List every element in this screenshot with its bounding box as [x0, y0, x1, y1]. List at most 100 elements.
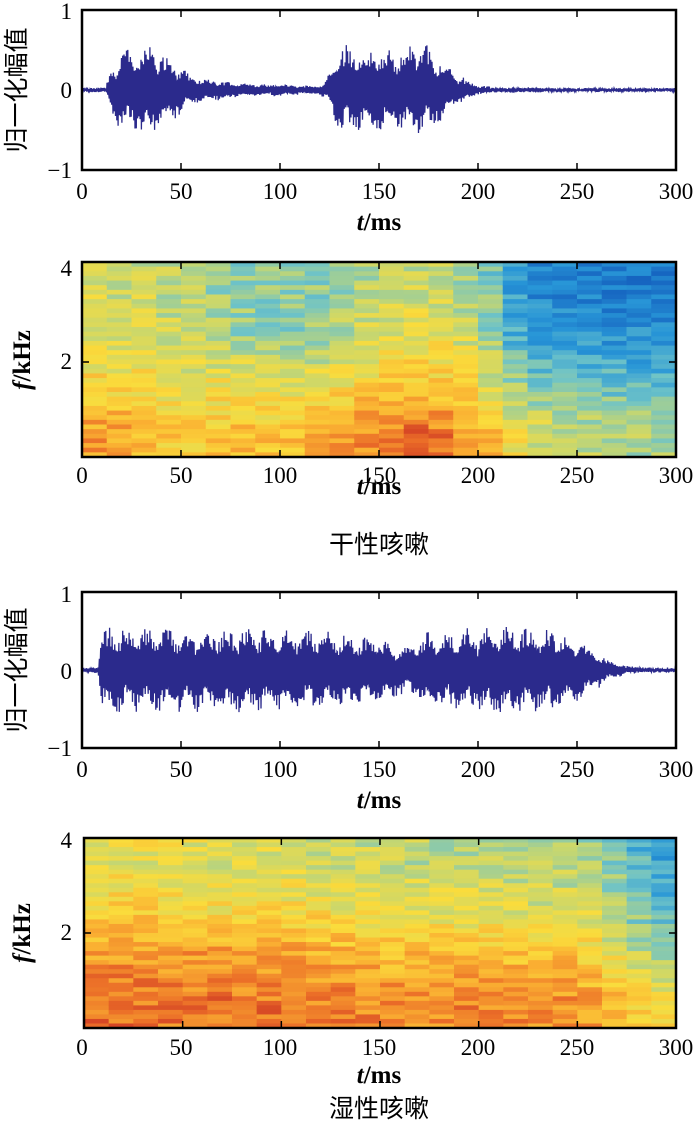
wet-spec-cell — [651, 856, 677, 862]
dry-spec-cell — [205, 415, 232, 421]
wet-spec-cell — [133, 1000, 159, 1006]
dry-spec-cell — [502, 327, 529, 333]
dry-spec-cell — [255, 387, 281, 393]
dry-spec-cell — [601, 354, 628, 361]
wet-spec-cell — [380, 987, 406, 993]
dry-spec-cell — [379, 396, 405, 402]
wet-spec-cell — [503, 865, 529, 871]
dry-spec-cell — [577, 373, 603, 379]
dry-spec-cell — [106, 266, 133, 272]
wet-spec-cell — [256, 928, 282, 934]
dry-spec-cell — [205, 364, 232, 370]
wet-spec-cell — [330, 905, 356, 911]
dry-spec-cell — [329, 345, 355, 351]
dry-spec-cell — [577, 429, 603, 435]
dry-wave-ytick-0: 0 — [61, 78, 73, 103]
dry-spec-cell — [626, 429, 652, 435]
dry-spec-cell — [156, 308, 182, 314]
wet-spec-cell — [478, 973, 504, 979]
dry-spec-cell — [354, 275, 380, 282]
wet-spec-cell — [108, 960, 134, 966]
dry-spec-cell — [403, 280, 430, 286]
wet-caption: 湿性咳嗽 — [329, 1094, 429, 1123]
dry-spec-cell — [354, 285, 380, 291]
dry-spec-cell — [354, 452, 380, 458]
dry-spec-cell — [280, 429, 306, 435]
wet-spec-cell — [207, 991, 233, 997]
dry-spec-cell — [453, 401, 479, 407]
dry-spec-cell — [527, 271, 553, 277]
wet-spec-cell — [84, 969, 110, 975]
wet-spec-cell — [84, 978, 110, 984]
wet-spec-cell — [626, 960, 652, 966]
dry-spec-xtick-0: 0 — [76, 463, 88, 488]
dry-spec-cell — [379, 429, 405, 435]
dry-spec-cell — [577, 262, 603, 268]
dry-spec-cell — [304, 271, 331, 277]
dry-spec-cell — [82, 359, 108, 365]
wet-spec-cell — [306, 896, 332, 902]
wet-spec-cell — [207, 878, 233, 884]
wet-spec-cell — [404, 860, 430, 866]
dry-spec-cell — [403, 392, 430, 398]
wet-spec-cell — [256, 996, 282, 1002]
wet-spec-cell — [454, 910, 480, 916]
dry-spec-cell — [601, 387, 628, 393]
dry-spec-cell — [577, 336, 603, 342]
wet-spec-cell — [158, 946, 184, 952]
dry-spec-cell — [651, 340, 677, 347]
dry-spec-cell — [601, 266, 628, 272]
wet-spec-cell — [84, 973, 110, 979]
dry-spec-cell — [304, 266, 331, 272]
dry-spec-cell — [478, 429, 504, 435]
wet-spec-cell — [232, 964, 258, 970]
wet-spec-cell — [478, 905, 504, 911]
dry-spec-cell — [255, 308, 281, 314]
dry-spec-cell — [156, 345, 182, 351]
dry-spec-cell — [527, 266, 553, 272]
dry-spec-cell — [304, 387, 331, 393]
wet-spec-cell — [355, 928, 381, 934]
wet-spec-cell — [503, 973, 529, 979]
wet-spec-cell — [651, 914, 677, 921]
wet-spec-cell — [158, 847, 184, 853]
dry-spec-cell — [205, 262, 232, 268]
wet-spec-cell — [454, 928, 480, 934]
wet-spec-cell — [281, 937, 307, 943]
wet-spec-cell — [182, 896, 208, 902]
dry-spec-cell — [428, 299, 454, 305]
dry-spec-cell — [106, 350, 133, 356]
wet-spec-cell — [256, 860, 282, 866]
wet-spec-cell — [330, 838, 356, 844]
wet-spec-cell — [429, 1005, 455, 1011]
dry-spec-cell — [379, 378, 405, 384]
wet-spec-cell — [528, 978, 554, 984]
dry-spec-cell — [527, 359, 553, 365]
dry-spec-cell — [329, 405, 355, 412]
wet-spec-cell — [429, 847, 455, 853]
dry-spec-cell — [502, 382, 529, 388]
wet-spec-cell — [281, 914, 307, 921]
wet-spec-cell — [232, 1005, 258, 1011]
wet-spec-cell — [182, 910, 208, 916]
dry-spec-cell — [626, 308, 652, 314]
dry-spec-cell — [453, 275, 479, 282]
dry-spec-cell — [304, 289, 331, 296]
wet-spec-cell — [182, 933, 208, 939]
dry-spec-cell — [131, 354, 157, 361]
wet-spec-cell — [232, 896, 258, 902]
wet-spec-cell — [503, 892, 529, 898]
dry-spec-cell — [577, 387, 603, 393]
wet-spec-cell — [577, 951, 603, 957]
dry-spec-cell — [453, 447, 479, 453]
wet-spec-cell — [84, 919, 110, 925]
wet-spec-cell — [330, 960, 356, 966]
dry-spec-cell — [552, 336, 578, 342]
dry-spec-cell — [428, 322, 454, 328]
wet-spec-cell — [503, 1023, 529, 1029]
wet-spec-cell — [232, 919, 258, 925]
dry-spec-cell — [552, 401, 578, 407]
dry-spec-cell — [527, 285, 553, 291]
dry-spec-cell — [379, 294, 405, 300]
wet-spec-cell — [256, 973, 282, 979]
